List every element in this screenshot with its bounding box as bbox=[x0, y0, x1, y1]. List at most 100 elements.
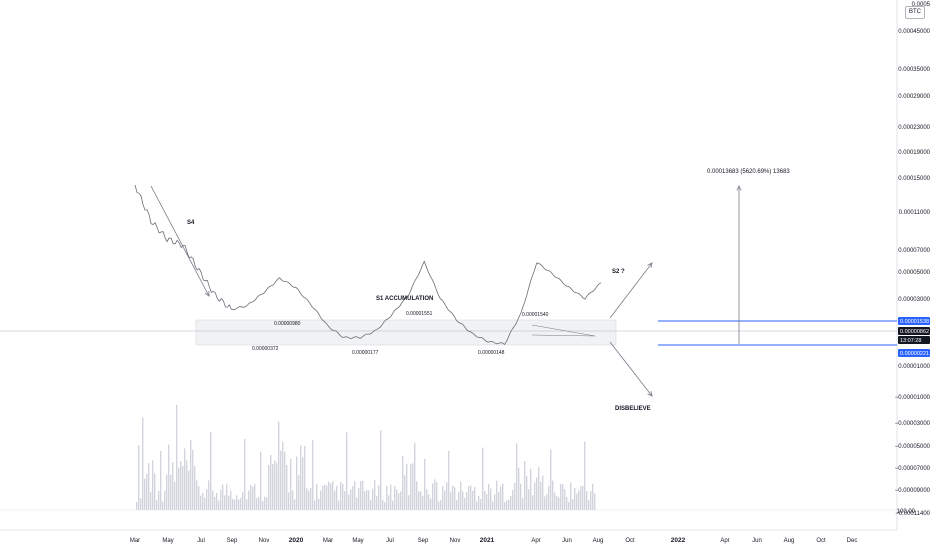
price-axis-label: 0.00007000 bbox=[898, 248, 930, 254]
volume-bar bbox=[152, 460, 154, 510]
volume-bar bbox=[362, 480, 364, 510]
volume-bar bbox=[314, 500, 316, 510]
price-flag-bg bbox=[898, 336, 930, 344]
point-label: 0.00000980 bbox=[274, 321, 301, 327]
volume-bar bbox=[354, 481, 356, 510]
volume-bar bbox=[322, 485, 324, 510]
volume-bar bbox=[308, 490, 310, 510]
volume-bar bbox=[140, 498, 142, 510]
volume-bar bbox=[358, 487, 360, 510]
volume-bar bbox=[208, 480, 210, 510]
volume-bar bbox=[272, 464, 274, 510]
volume-bar bbox=[162, 501, 164, 510]
time-axis-tick: Nov bbox=[450, 538, 461, 544]
volume-bar bbox=[148, 463, 150, 510]
price-flag-text: 0.00001538 bbox=[900, 319, 929, 325]
volume-bar bbox=[300, 445, 302, 510]
volume-bar bbox=[466, 492, 468, 510]
volume-bar bbox=[202, 492, 204, 510]
volume-bar bbox=[534, 482, 536, 510]
volume-bar bbox=[318, 498, 320, 510]
volume-bar bbox=[214, 496, 216, 510]
volume-bar bbox=[414, 442, 416, 510]
volume-bar bbox=[370, 500, 372, 510]
volume-bar bbox=[204, 497, 206, 510]
volume-bar bbox=[586, 491, 588, 510]
triangle-lower-line bbox=[531, 334, 596, 337]
volume-bar bbox=[450, 491, 452, 510]
volume-bar bbox=[246, 499, 248, 510]
volume-bar bbox=[396, 489, 398, 510]
volume-bar bbox=[548, 485, 550, 510]
time-axis-tick: Mar bbox=[130, 538, 140, 544]
volume-bar bbox=[506, 500, 508, 510]
volume-bar bbox=[544, 496, 546, 510]
volume-bar bbox=[494, 494, 496, 510]
volume-bar bbox=[392, 500, 394, 510]
volume-bar bbox=[292, 490, 294, 510]
volume-bar bbox=[412, 463, 414, 510]
price-axis-label: 0.00035000 bbox=[898, 67, 930, 73]
time-axis-tick: May bbox=[162, 538, 173, 544]
volume-bar bbox=[278, 421, 280, 510]
volume-bar bbox=[360, 481, 362, 510]
price-axis-label: −0.00005000 bbox=[895, 444, 931, 450]
volume-bar bbox=[284, 451, 286, 510]
price-axis-label: 0.00005000 bbox=[898, 270, 930, 276]
volume-bar bbox=[342, 483, 344, 510]
volume-bar bbox=[350, 489, 352, 510]
volume-bar bbox=[582, 485, 584, 510]
time-axis-tick: Jun bbox=[562, 538, 572, 544]
volume-bar bbox=[212, 490, 214, 510]
annotation-disbelieve: DISBELIEVE bbox=[615, 406, 651, 412]
volume-bar bbox=[514, 483, 516, 510]
volume-bar bbox=[346, 432, 348, 510]
point-label: 0.00000148 bbox=[478, 350, 505, 356]
volume-bar bbox=[464, 498, 466, 510]
volume-bar bbox=[150, 491, 152, 510]
volume-bar bbox=[264, 496, 266, 510]
volume-bar bbox=[446, 482, 448, 510]
price-axis-label: 0.00015000 bbox=[898, 176, 930, 182]
volume-bar bbox=[518, 467, 520, 510]
time-axis-tick: 2020 bbox=[289, 537, 304, 544]
s4-arrow bbox=[150, 185, 210, 297]
volume-bar bbox=[234, 499, 236, 510]
volume-bar bbox=[294, 499, 296, 510]
time-axis-tick: Sep bbox=[418, 538, 429, 544]
volume-bar bbox=[504, 501, 506, 510]
volume-bar bbox=[222, 484, 224, 510]
s4-arrow-head bbox=[204, 290, 210, 297]
price-axis-label: −0.00003000 bbox=[895, 421, 931, 427]
volume-bar bbox=[248, 490, 250, 510]
s2-arrow-head bbox=[647, 262, 653, 268]
volume-bar bbox=[592, 483, 594, 510]
price-flag-text: 13:07:28 bbox=[900, 338, 921, 344]
volume-bar bbox=[306, 488, 308, 510]
volume-bar bbox=[168, 444, 170, 510]
time-axis-tick: Jul bbox=[386, 538, 394, 544]
price-axis-label: −0.00011400 bbox=[895, 511, 930, 517]
price-axis-label: −0.00001000 bbox=[895, 395, 931, 401]
volume-bar bbox=[310, 487, 312, 510]
volume-bar bbox=[536, 477, 538, 510]
volume-bar bbox=[472, 490, 474, 510]
unit-badge[interactable]: BTC bbox=[905, 6, 925, 19]
volume-bar bbox=[326, 485, 328, 510]
volume-bar bbox=[160, 451, 162, 510]
volume-bar bbox=[368, 490, 370, 510]
volume-bar bbox=[336, 485, 338, 510]
volume-bar bbox=[226, 484, 228, 510]
volume-bar bbox=[594, 493, 596, 510]
volume-bar bbox=[488, 483, 490, 510]
volume-bar bbox=[454, 487, 456, 510]
volume-bar bbox=[486, 493, 488, 510]
disbelieve-arrow-head bbox=[647, 391, 653, 397]
volume-bar bbox=[484, 490, 486, 510]
volume-bar bbox=[254, 483, 256, 510]
point-label: 0.00000372 bbox=[252, 346, 279, 352]
volume-bar bbox=[276, 462, 278, 510]
volume-bar bbox=[170, 475, 172, 510]
